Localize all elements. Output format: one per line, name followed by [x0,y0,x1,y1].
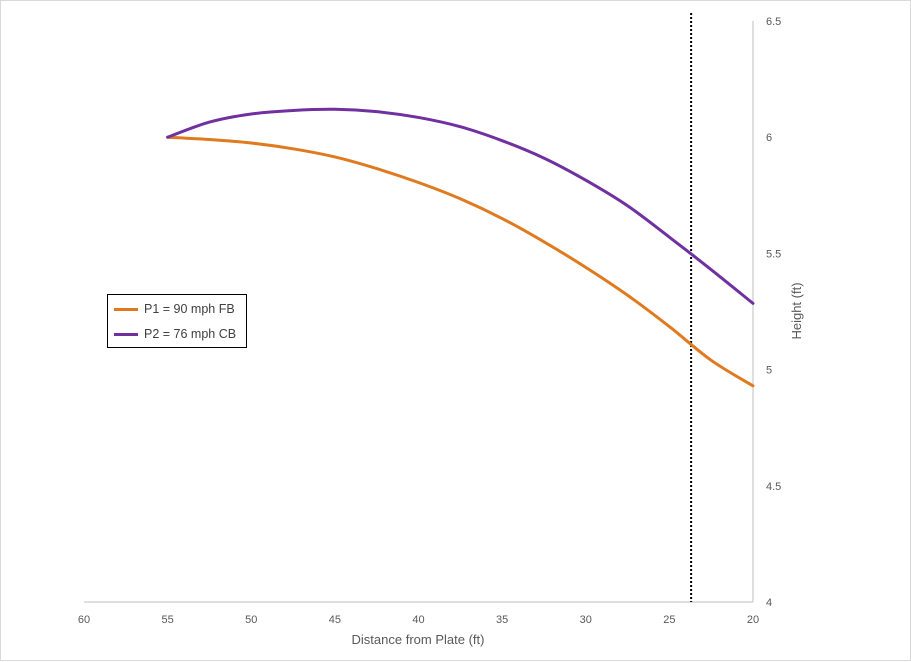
x-tick-label: 20 [747,614,759,626]
y-tick-label: 6.5 [766,16,781,28]
y-tick-label: 5.5 [766,248,781,260]
x-tick-label: 35 [496,614,508,626]
x-tick-label: 45 [329,614,341,626]
legend-label-p2: P2 = 76 mph CB [144,327,237,341]
series-line-2 [166,107,755,305]
legend-swatch-p1 [114,307,138,311]
legend: P1 = 90 mph FB P2 = 76 mph CB [107,294,247,348]
x-tick-label: 55 [162,614,174,626]
series-group [166,107,755,388]
x-axis-title: Distance from Plate (ft) [352,632,485,647]
axes-group [84,21,754,603]
y-axis-title: Height (ft) [789,282,804,339]
x-tick-label: 50 [245,614,257,626]
legend-swatch-p2 [114,332,138,336]
legend-item-p2: P2 = 76 mph CB [114,326,236,342]
legend-item-p1: P1 = 90 mph FB [114,301,235,317]
y-tick-label: 4 [766,597,772,609]
y-tick-label: 4.5 [766,481,781,493]
series-line-1 [166,135,755,388]
legend-label-p1: P1 = 90 mph FB [144,302,235,316]
x-tick-label: 25 [663,614,675,626]
x-tick-label: 40 [412,614,424,626]
tick-labels-group: 60 55 50 45 40 35 30 25 20 4 4.5 5 5.5 6 6.5 [78,16,781,626]
y-tick-label: 5 [766,365,772,377]
y-tick-label: 6 [766,132,772,144]
x-tick-label: 60 [78,614,90,626]
x-tick-label: 30 [580,614,592,626]
